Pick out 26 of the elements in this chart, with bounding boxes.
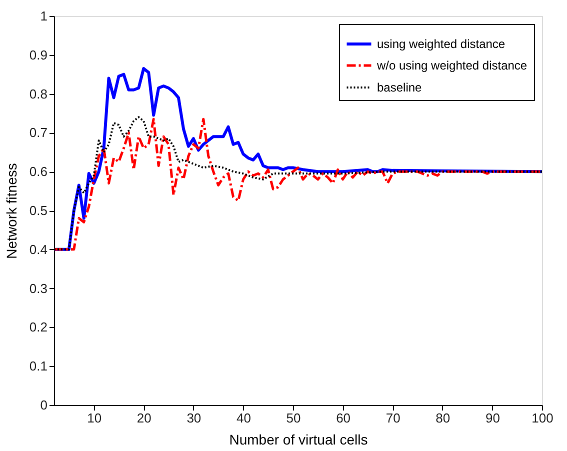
y-tick-label: 0 xyxy=(40,398,48,412)
x-tick-label: 10 xyxy=(87,410,102,426)
y-tick-label: 0.7 xyxy=(29,125,48,140)
y-tick-label: 0.2 xyxy=(29,320,48,335)
legend-label: w/o using weighted distance xyxy=(376,58,528,72)
y-tick-label: 0.9 xyxy=(29,47,48,62)
y-axis-title: Network fitness xyxy=(3,163,20,259)
x-tick-label: 40 xyxy=(236,410,251,426)
y-tick-label: 0.3 xyxy=(29,280,48,296)
x-tick-label: 70 xyxy=(386,410,400,426)
y-tick-label: 0.5 xyxy=(29,203,48,218)
y-tick-label: 0.6 xyxy=(29,164,48,180)
x-axis-title: Number of virtual cells xyxy=(229,432,368,448)
x-tick-label: 30 xyxy=(186,410,202,426)
y-tick-label: 0.1 xyxy=(29,358,48,374)
x-tick-label: 80 xyxy=(436,410,450,426)
x-tick-label: 60 xyxy=(336,410,351,426)
y-tick-label: 0.8 xyxy=(29,86,48,102)
legend-label: baseline xyxy=(377,80,422,94)
y-tick-label: 1 xyxy=(40,8,48,24)
x-tick-label: 50 xyxy=(286,410,301,426)
x-tick-label: 20 xyxy=(136,410,152,426)
x-tick-label: 90 xyxy=(485,410,500,426)
y-tick-label: 0.4 xyxy=(29,242,48,257)
x-tick-label: 100 xyxy=(532,410,554,426)
legend-label: using weighted distance xyxy=(377,37,506,51)
